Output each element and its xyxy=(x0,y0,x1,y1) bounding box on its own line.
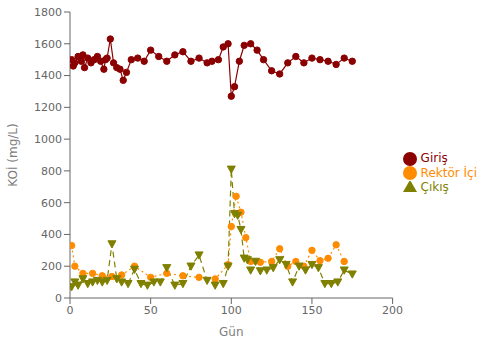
svg-text:1200: 1200 xyxy=(34,101,62,114)
html-text:Rektör İçi: Rektör İçi xyxy=(420,165,477,180)
svg-text:200: 200 xyxy=(41,260,62,273)
svg-text:100: 100 xyxy=(221,304,242,317)
svg-text:600: 600 xyxy=(41,197,62,210)
svg-text:400: 400 xyxy=(41,228,62,241)
svg-text:Gün: Gün xyxy=(219,325,244,339)
svg-text:1600: 1600 xyxy=(34,38,62,51)
svg-text:1000: 1000 xyxy=(34,133,62,146)
html-text:Giriş: Giriş xyxy=(420,151,448,166)
svg-text:50: 50 xyxy=(144,304,158,317)
svg-text:1400: 1400 xyxy=(34,69,62,82)
svg-text:800: 800 xyxy=(41,165,62,178)
svg-text:1800: 1800 xyxy=(34,6,62,19)
html-text:Çıkış: Çıkış xyxy=(420,180,449,195)
svg-text:200: 200 xyxy=(382,304,403,317)
svg-text:150: 150 xyxy=(301,304,322,317)
svg-text:KOİ (mg/L): KOİ (mg/L) xyxy=(8,123,20,186)
svg-text:0: 0 xyxy=(55,292,62,305)
svg-text:0: 0 xyxy=(67,304,74,317)
